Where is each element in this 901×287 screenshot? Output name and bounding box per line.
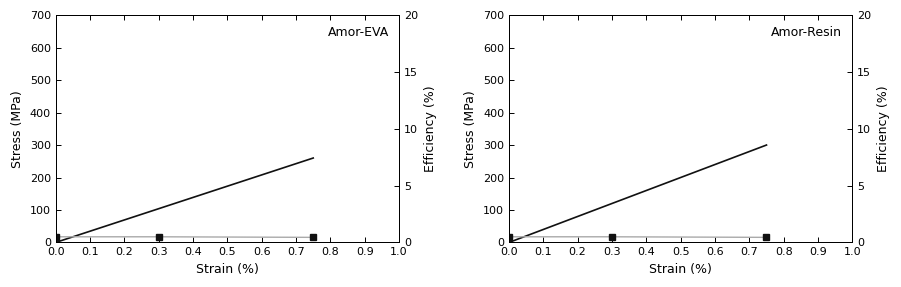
Text: Amor-EVA: Amor-EVA (328, 26, 388, 40)
X-axis label: Strain (%): Strain (%) (650, 263, 712, 276)
Y-axis label: Stress (MPa): Stress (MPa) (11, 90, 24, 168)
Y-axis label: Stress (MPa): Stress (MPa) (464, 90, 478, 168)
X-axis label: Strain (%): Strain (%) (196, 263, 259, 276)
Text: Amor-Resin: Amor-Resin (771, 26, 842, 40)
Y-axis label: Efficiency (%): Efficiency (%) (877, 86, 890, 172)
Y-axis label: Efficiency (%): Efficiency (%) (423, 86, 437, 172)
